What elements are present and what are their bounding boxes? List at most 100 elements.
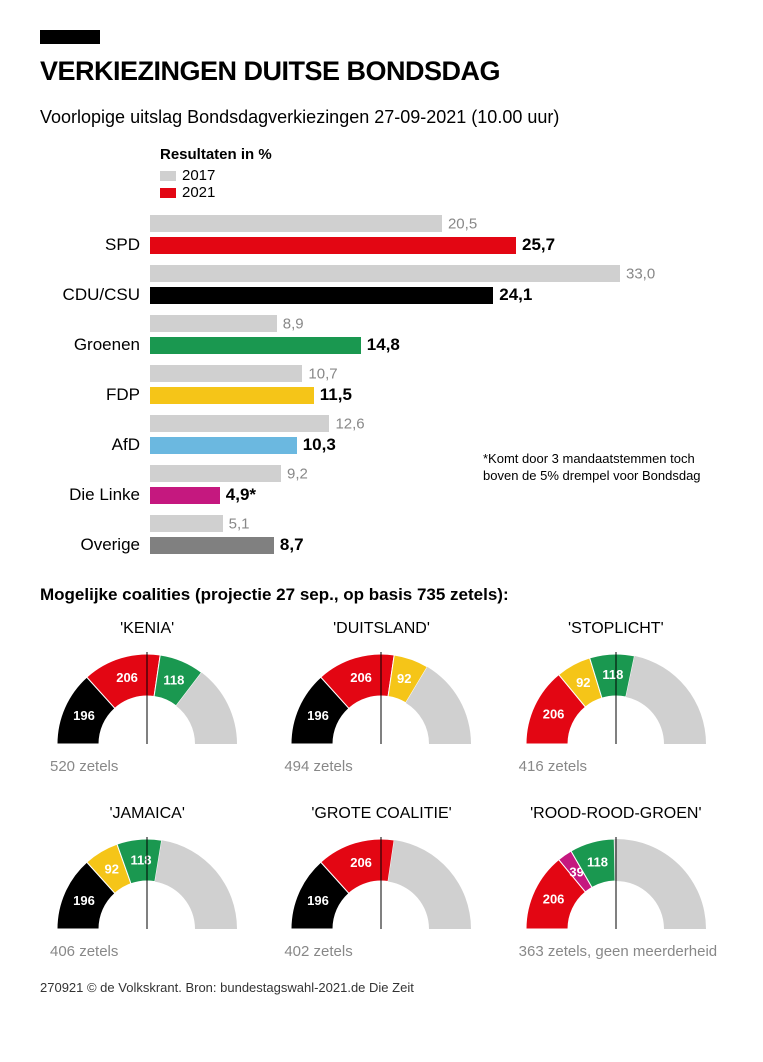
coalition-name: 'GROTE COALITIE'	[274, 805, 488, 823]
coalition-name: 'STOPLICHT'	[509, 620, 723, 638]
coalition-segment-label: 92	[398, 671, 412, 686]
party-group: 8,9Groenen14,8	[40, 315, 723, 355]
legend-swatch	[160, 171, 176, 181]
bar-value-2017: 20,5	[442, 215, 477, 232]
coalition: 'ROOD-ROOD-GROEN'20639118363 zetels, gee…	[509, 805, 723, 960]
bar-2017: 8,9	[150, 315, 277, 332]
bar-track: 5,1	[150, 515, 723, 532]
bar-chart: 20,5SPD25,733,0CDU/CSU24,18,9Groenen14,8…	[40, 215, 723, 555]
bar-row-2021: CDU/CSU24,1	[40, 285, 723, 305]
bar-row-2017: 8,9	[40, 315, 723, 332]
bar-row-2017: 20,5	[40, 215, 723, 232]
coalition-empty-segment	[389, 840, 472, 929]
coalitions-title: Mogelijke coalities (projectie 27 sep., …	[40, 585, 723, 605]
coalition-name: 'DUITSLAND'	[274, 620, 488, 638]
bar-track: 33,0	[150, 265, 723, 282]
bar-value-2021: 14,8	[361, 335, 400, 355]
coalition-segment-label: 196	[73, 708, 95, 723]
bar-2021: 10,3	[150, 437, 297, 454]
coalition-name: 'KENIA'	[40, 620, 254, 638]
coalition-empty-segment	[614, 839, 706, 929]
coalition-arc: 206 92 118	[516, 644, 716, 754]
bar-track: 8,9	[150, 315, 723, 332]
bar-2017: 5,1	[150, 515, 223, 532]
party-label: Overige	[40, 535, 150, 555]
bar-track: 25,7	[150, 237, 723, 254]
bar-2021: 25,7	[150, 237, 516, 254]
bar-value-2021: 25,7	[516, 235, 555, 255]
coalition: 'DUITSLAND'19620692494 zetels	[274, 620, 488, 775]
party-group: 33,0CDU/CSU24,1	[40, 265, 723, 305]
party-group: 20,5SPD25,7	[40, 215, 723, 255]
bar-2017: 10,7	[150, 365, 302, 382]
legend-title: Resultaten in %	[160, 146, 723, 163]
legend-swatch	[160, 188, 176, 198]
coalition: 'GROTE COALITIE'196206402 zetels	[274, 805, 488, 960]
coalition-arc: 196 206	[281, 829, 481, 939]
coalition-segment-label: 206	[351, 855, 373, 870]
party-label: Groenen	[40, 335, 150, 355]
coalition-segment-label: 206	[351, 670, 373, 685]
coalition-segment-label: 206	[543, 892, 565, 907]
coalition-total: 520 zetels	[40, 758, 254, 775]
bar-track: 10,7	[150, 365, 723, 382]
bar-row-2017: 12,6	[40, 415, 723, 432]
infographic-container: VERKIEZINGEN DUITSE BONDSDAG Voorlopige …	[0, 0, 763, 1015]
party-group: 10,7 FDP11,5	[40, 365, 723, 405]
bar-value-2021: 4,9*	[220, 485, 256, 505]
party-group: 5,1Overige8,7	[40, 515, 723, 555]
bar-row-2021: Overige8,7	[40, 535, 723, 555]
coalition-segment-label: 92	[576, 675, 590, 690]
coalition-segment-label: 92	[105, 862, 119, 877]
coalition-segment-label: 118	[164, 672, 185, 687]
coalition-total: 363 zetels, geen meerderheid	[509, 943, 723, 960]
bar-2017: 12,6	[150, 415, 329, 432]
bar-track: 20,5	[150, 215, 723, 232]
bar-track: 8,7	[150, 537, 723, 554]
bar-2021: 24,1	[150, 287, 493, 304]
bar-value-2021: 11,5	[314, 385, 352, 405]
bar-2021: 8,7	[150, 537, 274, 554]
party-label: Die Linke	[40, 485, 150, 505]
coalition-total: 416 zetels	[509, 758, 723, 775]
coalition-total: 494 zetels	[274, 758, 488, 775]
bar-track: 14,8	[150, 337, 723, 354]
subtitle: Voorlopige uitslag Bondsdagverkiezingen …	[40, 107, 723, 128]
bar-value-2017: 5,1	[223, 515, 250, 532]
bar-value-2017: 9,2	[281, 465, 308, 482]
coalition-arc: 196 92 118	[47, 829, 247, 939]
coalition-empty-segment	[155, 840, 237, 929]
coalition-segment-label: 118	[131, 852, 152, 867]
party-label: SPD	[40, 235, 150, 255]
coalition-segment-label: 206	[116, 670, 138, 685]
footnote: *Komt door 3 mandaatstemmen toch boven d…	[483, 451, 723, 485]
coalition-arc: 19620692	[281, 644, 481, 754]
bar-2017: 20,5	[150, 215, 442, 232]
bar-2021: 4,9*	[150, 487, 220, 504]
bar-track: 24,1	[150, 287, 723, 304]
bar-row-2017: 33,0	[40, 265, 723, 282]
coalition-empty-segment	[626, 656, 706, 744]
coalition-segment-label: 196	[308, 893, 330, 908]
bar-2017: 33,0	[150, 265, 620, 282]
coalition-total: 406 zetels	[40, 943, 254, 960]
bar-row-2021: FDP11,5	[40, 385, 723, 405]
bar-row-2017: 5,1	[40, 515, 723, 532]
bar-2017: 9,2	[150, 465, 281, 482]
coalition-segment-label: 196	[73, 893, 95, 908]
bar-row-2021: Die Linke4,9*	[40, 485, 723, 505]
bar-row-2017: 10,7	[40, 365, 723, 382]
bar-value-2017: 8,9	[277, 315, 304, 332]
legend-year: 2017	[182, 167, 215, 184]
bar-2021: 11,5	[150, 387, 314, 404]
coalition-name: 'JAMAICA'	[40, 805, 254, 823]
party-label: CDU/CSU	[40, 285, 150, 305]
bar-row-2021: Groenen 14,8	[40, 335, 723, 355]
coalition-segment-label: 118	[602, 667, 623, 682]
bar-track: 4,9*	[150, 487, 723, 504]
coalition-segment-label: 206	[543, 707, 565, 722]
bar-value-2017: 10,7	[302, 365, 337, 382]
coalition: 'JAMAICA' 196 92 118 406 zetels	[40, 805, 254, 960]
coalition: 'STOPLICHT' 206 92 118 416 zetels	[509, 620, 723, 775]
legend: 20172021	[160, 167, 723, 201]
